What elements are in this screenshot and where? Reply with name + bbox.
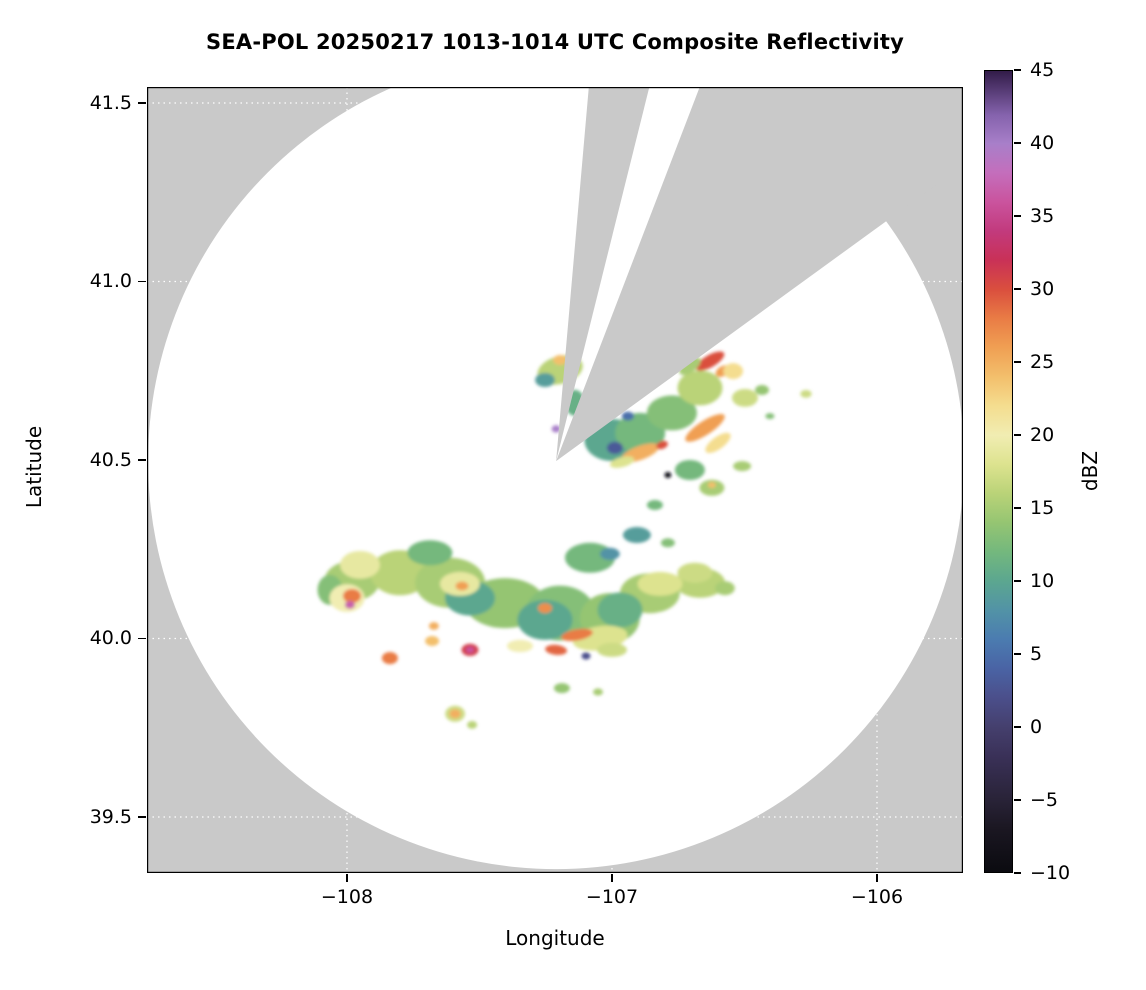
echo-blob <box>622 527 651 543</box>
echo-blob <box>344 601 355 609</box>
x-axis-label: Longitude <box>505 926 605 950</box>
echo-blob <box>679 357 701 375</box>
echo-blob <box>664 472 672 478</box>
colorbar-tick-mark <box>1014 799 1021 801</box>
echo-blob <box>600 547 620 560</box>
y-tick-mark <box>138 637 146 640</box>
colorbar-tick-label: 30 <box>1030 278 1055 300</box>
echo-blob <box>606 441 623 454</box>
echo-blob <box>695 351 725 371</box>
colorbar-tick-label: −10 <box>1030 862 1071 884</box>
y-tick-mark <box>138 280 146 283</box>
echo-blob <box>581 652 591 660</box>
colorbar-gradient <box>984 70 1013 873</box>
colorbar-tick-mark <box>1014 507 1021 509</box>
echo-blob <box>677 370 723 406</box>
colorbar-tick-label: 25 <box>1030 351 1055 373</box>
radar-plot <box>147 87 963 873</box>
x-tick-mark <box>876 874 878 882</box>
x-tick-label: −107 <box>585 886 639 908</box>
y-tick-label: 39.5 <box>89 805 132 828</box>
echo-blob <box>551 425 561 433</box>
echo-blob <box>553 683 570 694</box>
echo-blob <box>800 390 812 398</box>
y-tick-label: 41.5 <box>89 91 132 114</box>
echo-blob <box>340 551 380 579</box>
y-tick-label: 41.0 <box>89 270 132 293</box>
echo-blob <box>561 628 593 641</box>
echo-blob <box>553 355 568 365</box>
x-tick-mark <box>611 874 613 882</box>
colorbar-tick-label: 45 <box>1030 59 1055 81</box>
blocked-sector-wedge <box>556 87 963 462</box>
echo-blob <box>755 385 769 395</box>
echo-blob <box>765 413 775 420</box>
colorbar-tick-mark <box>1014 215 1021 217</box>
echo-blob <box>715 581 735 596</box>
colorbar-tick-mark <box>1014 288 1021 290</box>
colorbar-tick-label: 35 <box>1030 205 1055 227</box>
echo-blob <box>343 589 361 603</box>
y-tick-mark <box>138 816 146 818</box>
echo-blob <box>517 599 573 640</box>
echo-blob <box>705 432 731 454</box>
echo-blob <box>428 622 439 630</box>
y-tick-label: 40.5 <box>89 448 132 471</box>
colorbar-tick-mark <box>1014 580 1021 582</box>
echo-blob <box>507 639 533 653</box>
y-tick-label: 40.0 <box>89 627 132 650</box>
echo-blob <box>597 592 643 628</box>
x-tick-label: −106 <box>850 886 904 908</box>
echo-blob <box>674 460 705 480</box>
colorbar-tick-label: 15 <box>1030 497 1055 519</box>
echo-blob <box>467 721 478 729</box>
echo-blob <box>723 363 743 380</box>
colorbar-tick-label: 0 <box>1030 716 1043 738</box>
echo-blob <box>637 571 683 596</box>
colorbar-tick-mark <box>1014 653 1021 655</box>
colorbar-tick-mark <box>1014 142 1021 144</box>
colorbar-tick-label: −5 <box>1030 789 1059 811</box>
echo-blob <box>545 644 568 656</box>
echo-blob <box>449 709 461 719</box>
echo-blob <box>656 440 668 450</box>
colorbar-tick-label: 40 <box>1030 132 1055 154</box>
colorbar-tick-mark <box>1014 361 1021 363</box>
echo-blob <box>707 482 716 488</box>
colorbar-tick-mark <box>1014 872 1021 874</box>
colorbar-tick-mark <box>1014 726 1021 728</box>
echo-blob <box>593 688 603 696</box>
echo-blob <box>677 562 713 583</box>
echo-field <box>317 351 812 729</box>
echo-blob <box>660 538 675 548</box>
echo-blob <box>609 456 635 468</box>
echo-blob <box>597 642 627 657</box>
plot-frame <box>147 87 963 873</box>
blocked-sector-wedge <box>556 87 650 462</box>
echo-blob <box>466 646 474 653</box>
colorbar-tick-label: 5 <box>1030 643 1043 665</box>
colorbar-tick-label: 20 <box>1030 424 1055 446</box>
echo-blob <box>646 500 663 510</box>
echo-blob <box>455 581 469 591</box>
chart-title: SEA-POL 20250217 1013-1014 UTC Composite… <box>206 30 904 54</box>
y-tick-mark <box>138 102 146 104</box>
colorbar-tick-label: 10 <box>1030 570 1055 592</box>
echo-blob <box>407 540 453 566</box>
colorbar-tick-mark <box>1014 434 1021 436</box>
echo-blob <box>535 373 555 387</box>
echo-blob <box>732 389 758 407</box>
echo-blob <box>621 411 634 421</box>
echo-blob <box>381 652 398 665</box>
echo-blob <box>685 414 725 442</box>
x-tick-mark <box>346 874 348 882</box>
echo-blob <box>733 461 752 472</box>
echo-blob <box>646 395 697 431</box>
x-tick-label: −108 <box>320 886 374 908</box>
echo-blob <box>425 636 440 646</box>
echo-blob <box>538 603 552 614</box>
y-tick-mark <box>138 459 146 461</box>
colorbar-tick-mark <box>1014 69 1021 71</box>
